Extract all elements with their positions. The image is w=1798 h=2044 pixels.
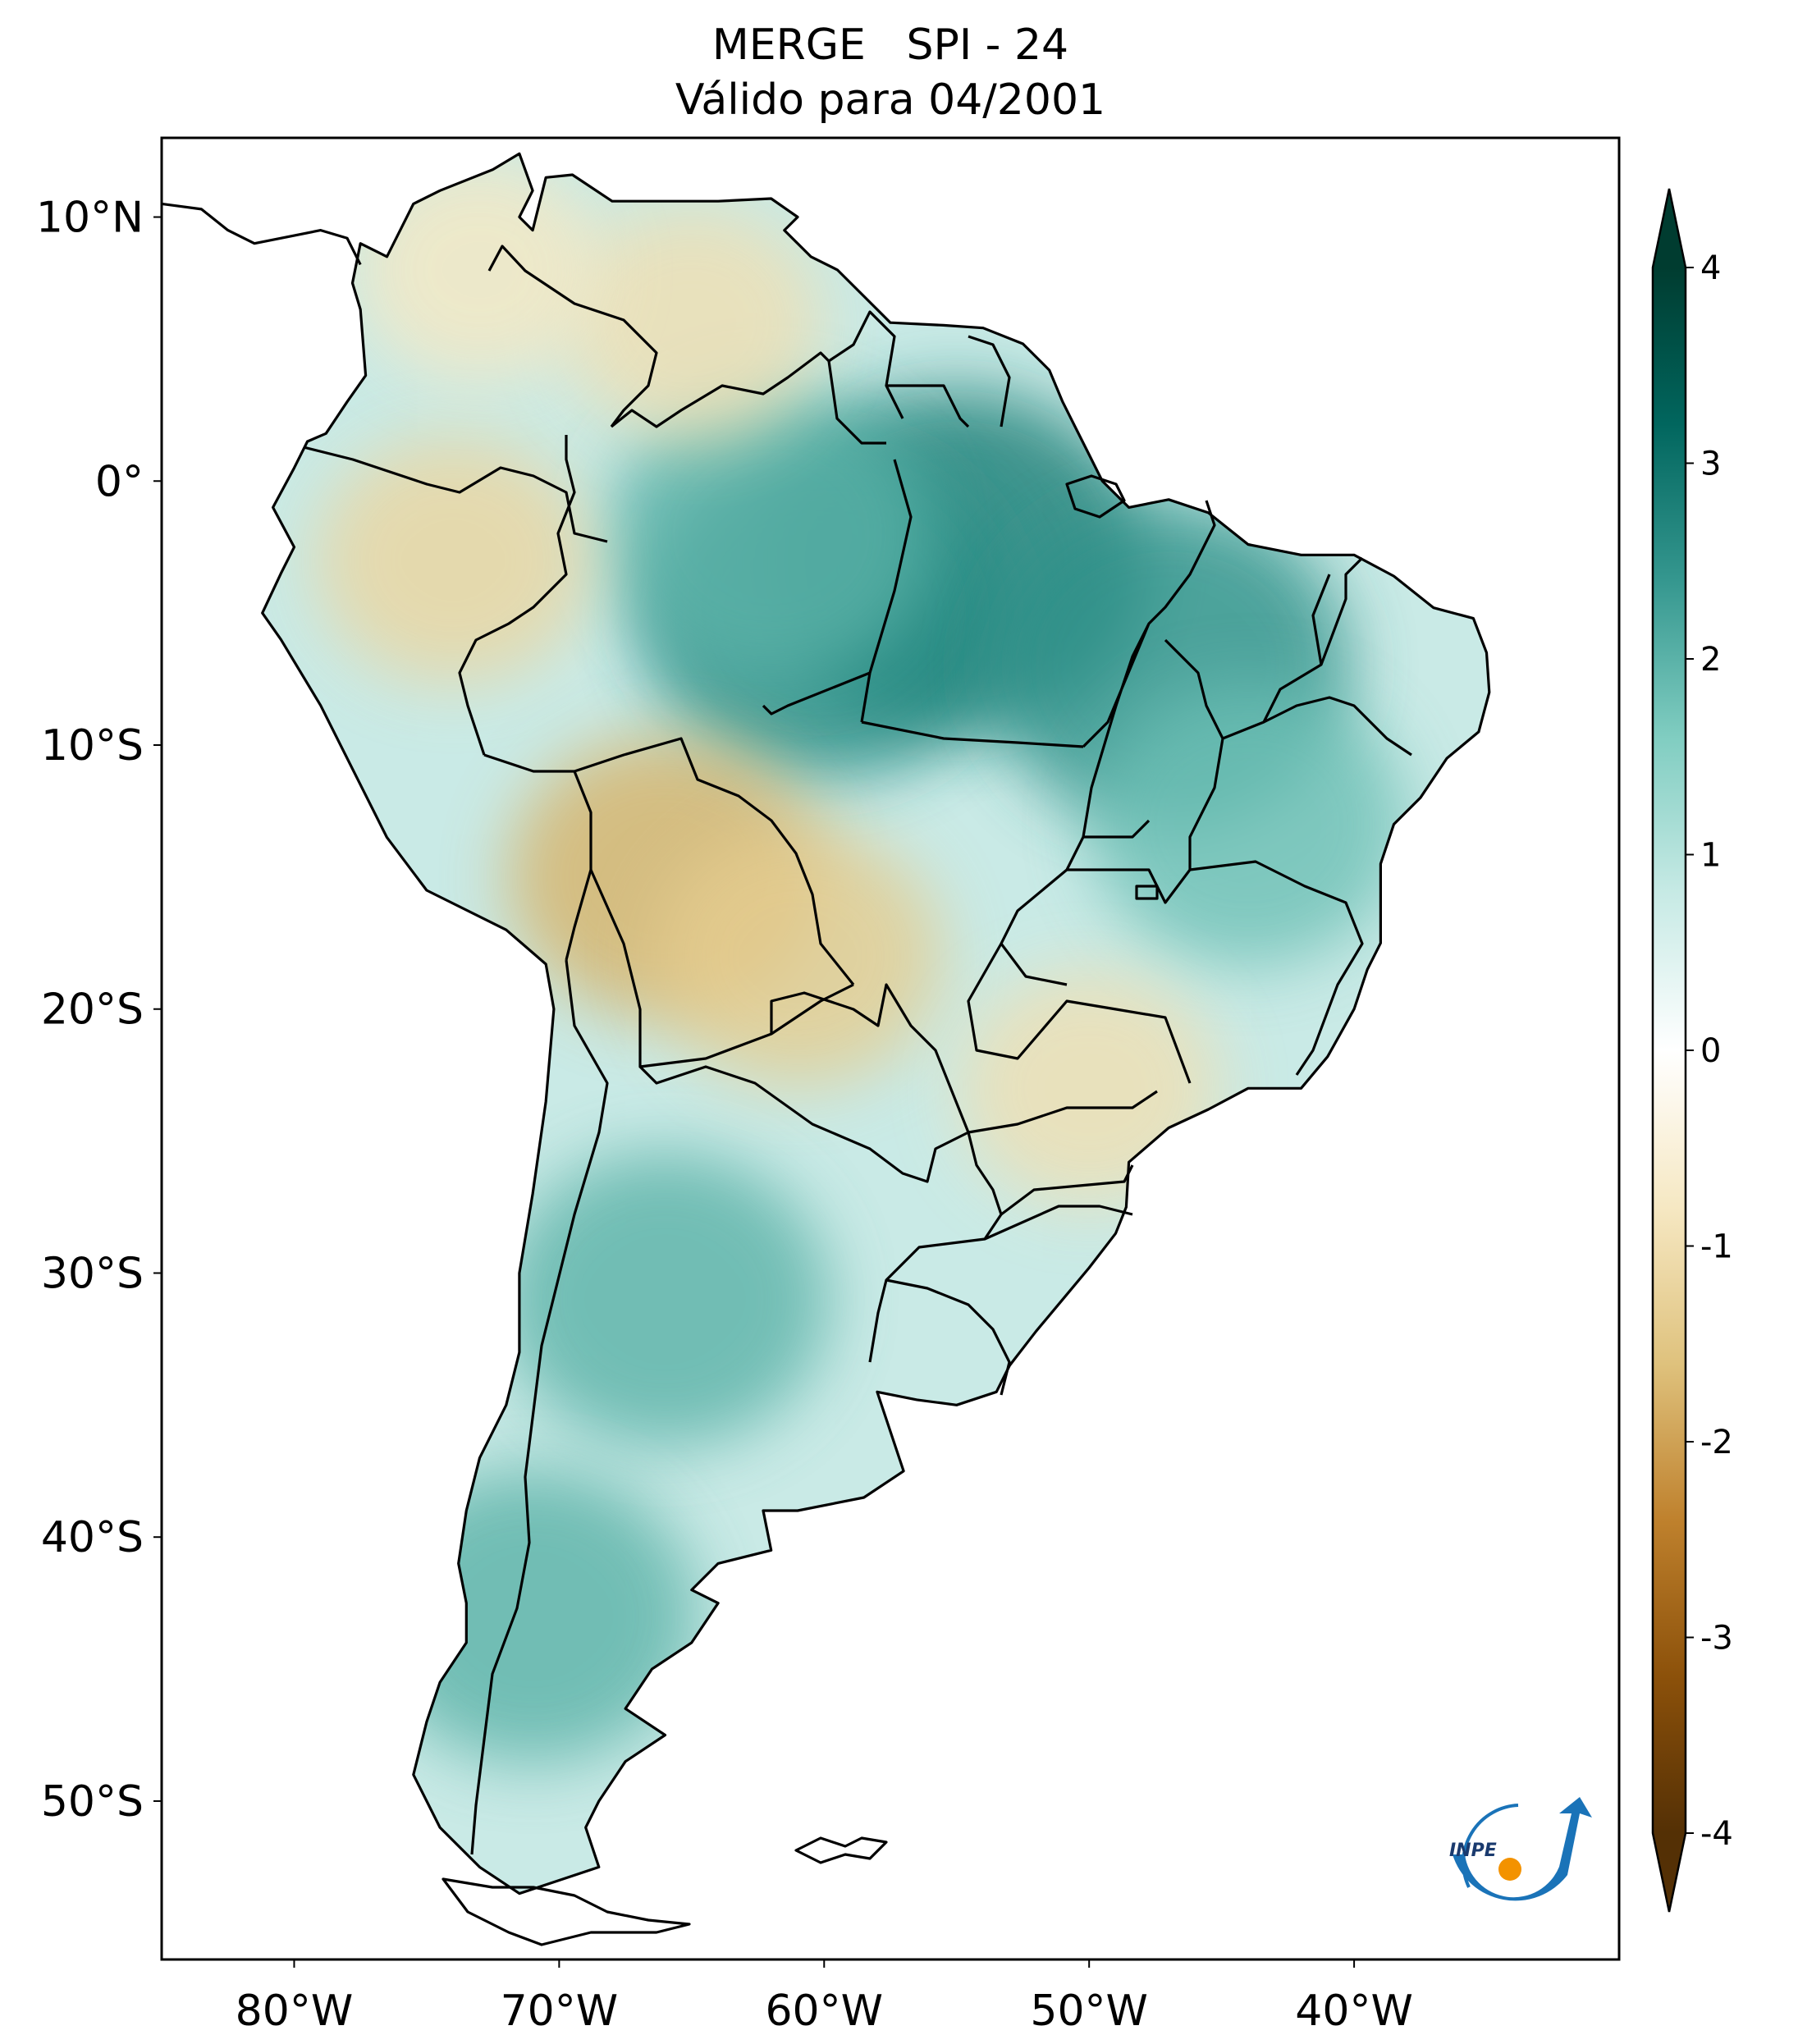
falkland-islands [794, 1836, 888, 1864]
logo-arrow [1453, 1797, 1592, 1901]
colorbar-min-extension [1653, 1833, 1686, 1912]
colorbar-tick-label: -1 [1700, 1228, 1733, 1266]
lon-tick-label: 70°W [501, 1987, 619, 2036]
anomaly-region [501, 1151, 830, 1447]
border-chile-argentina [470, 959, 609, 1855]
colorbar-tick-label: -4 [1700, 1815, 1733, 1853]
border-guyanas [828, 310, 1011, 428]
lat-tick-label: 30°S [41, 1249, 144, 1298]
anomaly-region [652, 825, 942, 1086]
border-brazil-colombia-peru [458, 435, 576, 756]
marajo-island [1065, 474, 1126, 519]
logo-sun [1498, 1858, 1521, 1881]
border-bolivia-paraguay [589, 869, 854, 1068]
spi-anomaly-field [262, 153, 1489, 1894]
colorbar-body [1653, 268, 1686, 1833]
lat-tick-label: 0° [95, 457, 144, 506]
colorbar-max-extension [1653, 189, 1686, 268]
latitude-axis: 10°N 0° 10°S 20°S 30°S 40°S 50°S [36, 194, 162, 1827]
bananal-island [1135, 885, 1159, 900]
lon-tick-label: 50°W [1030, 1987, 1148, 2036]
lon-tick-label: 80°W [236, 1987, 354, 2036]
anomaly-region [1090, 682, 1406, 967]
lat-tick-label: 10°N [36, 194, 144, 243]
map-subtitle: Válido para 04/2001 [675, 75, 1106, 125]
colorbar-tick-label: 3 [1700, 446, 1721, 483]
lat-tick-label: 20°S [41, 985, 144, 1035]
colorbar-tick-label: 0 [1700, 1032, 1721, 1070]
anomaly-region [355, 158, 605, 382]
map-title: MERGE SPI - 24 [711, 21, 1069, 70]
colorbar-tick-label: -3 [1700, 1620, 1733, 1658]
anomaly-region [315, 436, 592, 684]
border-colombia-ecuador-peru [303, 446, 608, 543]
lon-tick-label: 40°W [1295, 1987, 1413, 2036]
tierra-del-fuego [441, 1877, 691, 1946]
colorbar-tick-label: 2 [1700, 641, 1721, 679]
central-america-coast [162, 202, 362, 266]
lat-tick-label: 40°S [41, 1513, 144, 1562]
brazil-state-borders [762, 459, 1412, 1241]
colorbar-tick-label: 4 [1700, 249, 1721, 287]
borders [162, 152, 1491, 1946]
border-venezuela-brazil [611, 351, 886, 445]
inpe-logo: INPE [1449, 1797, 1592, 1901]
coastline [261, 152, 1491, 1895]
anomaly-region [606, 386, 936, 682]
longitude-axis: 80°W 70°W 60°W 50°W 40°W [236, 1959, 1413, 2036]
map-frame [160, 136, 1621, 1961]
colorbar-tick-label: 1 [1700, 837, 1721, 875]
border-uruguay-brazil [885, 1278, 1011, 1396]
lat-tick-label: 10°S [41, 721, 144, 771]
border-paraguay-brazil [770, 983, 970, 1133]
lon-tick-label: 60°W [765, 1987, 883, 2036]
anomaly-region [368, 1468, 698, 1764]
lat-tick-label: 50°S [41, 1777, 144, 1827]
border-peru-brazil-bolivia [483, 737, 855, 985]
colorbar: 4 3 2 1 0 -1 -2 -3 -4 [1651, 188, 1733, 1913]
border-colombia-venezuela [487, 245, 658, 428]
anomaly-region [560, 204, 823, 441]
border-argentina-paraguay-brazil [638, 1065, 969, 1183]
logo-text: INPE [1449, 1841, 1497, 1861]
colorbar-tick-label: -2 [1700, 1424, 1733, 1461]
